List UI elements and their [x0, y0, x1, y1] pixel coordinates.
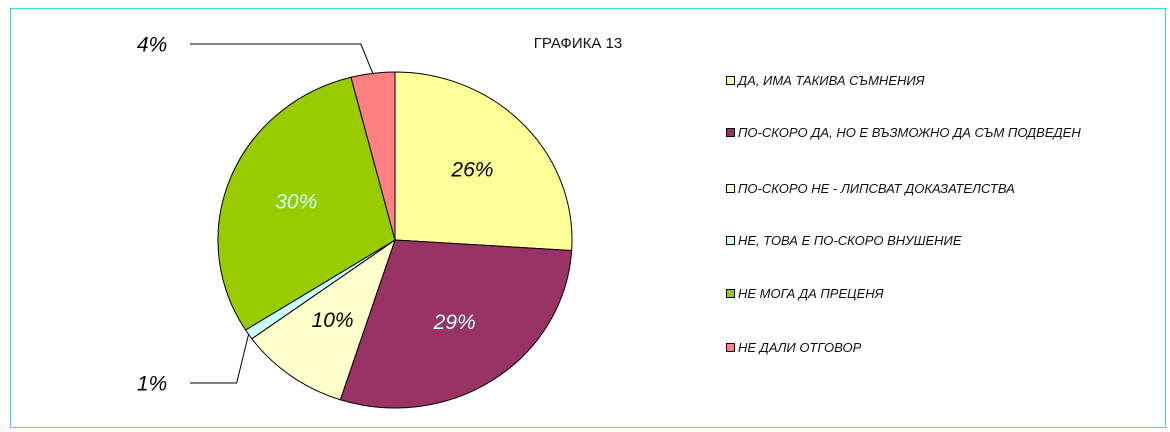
- legend-swatch: [726, 236, 735, 245]
- legend-item: ДА, ИМА ТАКИВА СЪМНЕНИЯ: [726, 72, 1126, 90]
- legend-item: НЕ, ТОВА Е ПО-СКОРО ВНУШЕНИЕ: [726, 232, 1126, 250]
- legend-item: НЕ МОГА ДА ПРЕЦЕНЯ: [726, 285, 1126, 303]
- legend-label: НЕ ДАЛИ ОТГОВОР: [738, 340, 862, 355]
- legend-swatch: [726, 76, 735, 85]
- legend-swatch: [726, 184, 735, 193]
- pie-slice: [217, 76, 396, 331]
- chart-title: ГРАФИКА 13: [534, 35, 622, 52]
- legend-swatch: [726, 343, 735, 352]
- legend-item: ПО-СКОРО ДА, НО Е ВЪЗМОЖНО ДА СЪМ ПОДВЕД…: [726, 124, 1126, 142]
- data-label: 4%: [137, 34, 167, 57]
- leader-line: [190, 43, 374, 74]
- pie-slice: [339, 239, 573, 409]
- data-label: 29%: [433, 311, 476, 334]
- leader-line: [190, 334, 250, 384]
- pie-slice: [350, 71, 396, 241]
- pie-slice: [394, 71, 573, 252]
- chart-frame: [10, 8, 1166, 428]
- data-label: 10%: [312, 309, 354, 332]
- legend-swatch: [726, 128, 735, 137]
- legend-label: НЕ, ТОВА Е ПО-СКОРО ВНУШЕНИЕ: [738, 233, 962, 248]
- data-label: 1%: [137, 373, 167, 396]
- data-label: 30%: [275, 190, 317, 213]
- data-label: 26%: [450, 159, 493, 182]
- legend-label: ПО-СКОРО НЕ - ЛИПСВАТ ДОКАЗАТЕЛСТВА: [738, 181, 1015, 196]
- legend-label: НЕ МОГА ДА ПРЕЦЕНЯ: [738, 286, 884, 301]
- legend-swatch: [726, 289, 735, 298]
- pie-slice: [251, 238, 396, 401]
- legend-item: НЕ ДАЛИ ОТГОВОР: [726, 339, 1126, 357]
- legend-item: ПО-СКОРО НЕ - ЛИПСВАТ ДОКАЗАТЕЛСТВА: [726, 180, 1126, 198]
- legend-label: ПО-СКОРО ДА, НО Е ВЪЗМОЖНО ДА СЪМ ПОДВЕД…: [738, 125, 1081, 140]
- legend-label: ДА, ИМА ТАКИВА СЪМНЕНИЯ: [738, 73, 925, 88]
